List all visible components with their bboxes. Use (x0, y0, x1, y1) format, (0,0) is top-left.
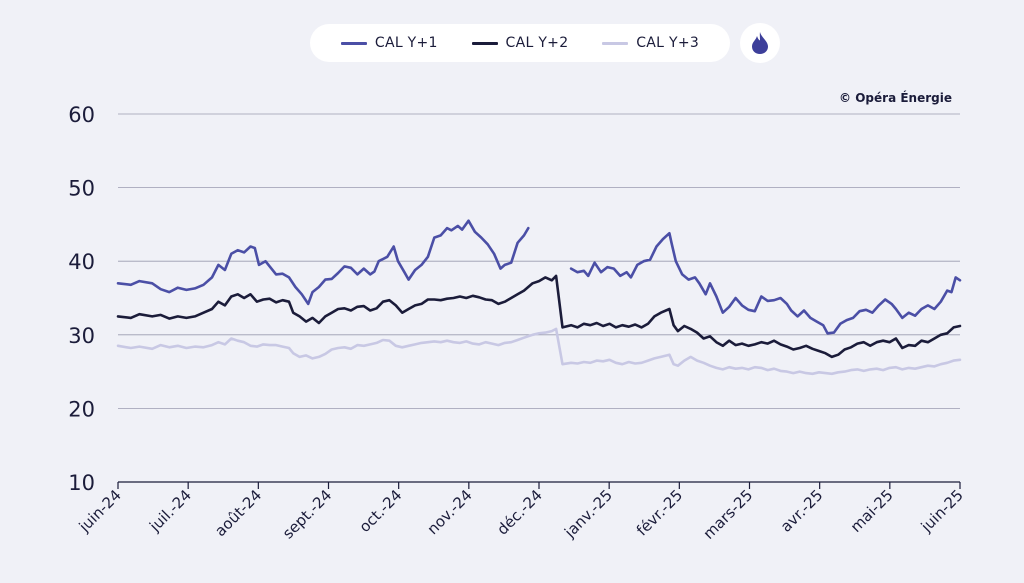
y-tick-label-40: 40 (68, 250, 95, 274)
x-axis: juin-24 juil.-24 août-24 sept.-24 oct.-24 nov… (75, 481, 967, 543)
legend-label-cal-y1: CAL Y+1 (374, 35, 438, 51)
grid-lines (118, 113, 960, 409)
series-line-cal-y-3-0 (116, 327, 962, 376)
legend: CAL Y+1 CAL Y+2 CAL Y+3 (310, 24, 730, 62)
copyright-notice: © Opéra Énergie (839, 91, 952, 105)
legend-item-cal-y2[interactable]: CAL Y+2 (471, 35, 569, 51)
legend-swatch-cal-y2 (471, 41, 498, 45)
x-tick-label-4: oct.-24 (356, 486, 406, 536)
y-tick-label-60: 60 (68, 103, 95, 127)
y-axis-ticks: 10 20 30 40 50 60 (68, 103, 95, 495)
legend-swatch-cal-y1 (340, 41, 367, 45)
x-tick-label-11: mai-25 (847, 486, 897, 536)
series-line-cal-y-1-0 (116, 219, 530, 306)
legend-label-cal-y2: CAL Y+2 (505, 35, 569, 51)
x-tick-label-1: juil.-24 (145, 486, 195, 536)
legend-label-cal-y3: CAL Y+3 (636, 35, 700, 51)
x-tick-label-10: avr.-25 (777, 486, 827, 536)
legend-item-cal-y1[interactable]: CAL Y+1 (340, 35, 438, 51)
x-tick-label-7: janv.-25 (560, 486, 616, 542)
x-tick-label-12: juin-25 (917, 486, 967, 536)
x-tick-label-8: févr.-25 (633, 486, 686, 539)
flame-drop-icon (752, 32, 768, 54)
legend-swatch-cal-y3 (602, 41, 629, 45)
x-tick-label-6: déc.-24 (493, 486, 546, 539)
x-tick-label-5: nov.-24 (424, 486, 476, 538)
series-group (116, 219, 962, 376)
flame-drop-button[interactable] (740, 23, 780, 63)
x-tick-label-9: mars-25 (700, 486, 757, 543)
x-tick-label-2: août-24 (211, 486, 265, 540)
y-tick-label-30: 30 (68, 324, 95, 348)
y-tick-label-50: 50 (68, 177, 95, 201)
y-tick-label-20: 20 (68, 397, 95, 421)
series-line-cal-y-1-1 (569, 231, 962, 335)
series-line-cal-y-2-0 (116, 274, 962, 359)
x-tick-label-3: sept.-24 (279, 486, 335, 542)
legend-item-cal-y3[interactable]: CAL Y+3 (602, 35, 699, 51)
y-tick-label-10: 10 (68, 471, 95, 495)
